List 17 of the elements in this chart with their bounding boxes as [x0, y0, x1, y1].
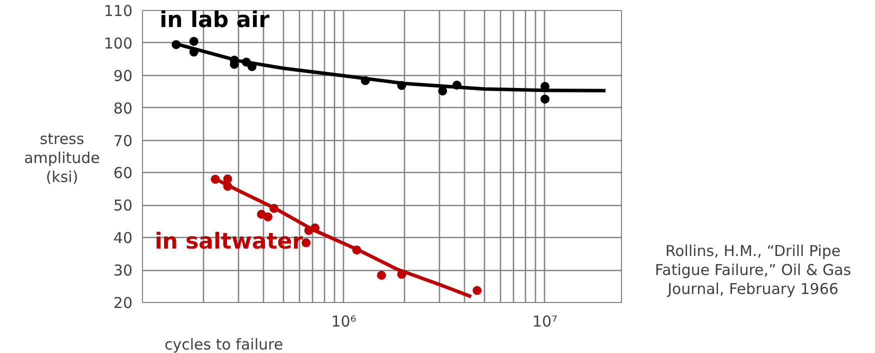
series-label: in lab air [160, 8, 270, 33]
y-tick-label: 40 [113, 229, 133, 248]
text: Rollins, H.M., “Drill Pipe Fatigue Failure,” Oil & Gas Journal, February 1966 [654, 242, 852, 298]
x-tick-label: 10⁷ [532, 312, 558, 330]
y-tick-label: 90 [113, 66, 133, 85]
y-tick-label: 30 [113, 262, 133, 280]
y-tick-label: 110 [104, 2, 133, 20]
y-axis-title: stress amplitude (ksi) [24, 130, 100, 186]
y-tick-label: 60 [113, 164, 133, 182]
y-tick-label: 80 [113, 99, 133, 118]
y-tick-label: 50 [113, 196, 133, 215]
y-tick-label: 70 [113, 132, 133, 150]
series-label: in saltwater [154, 229, 304, 254]
y-tick-label: 20 [113, 294, 133, 312]
y-tick-label: 100 [104, 34, 133, 52]
x-tick-label: 10⁶ [331, 312, 356, 330]
x-axis-title: cycles to failure [164, 336, 284, 353]
